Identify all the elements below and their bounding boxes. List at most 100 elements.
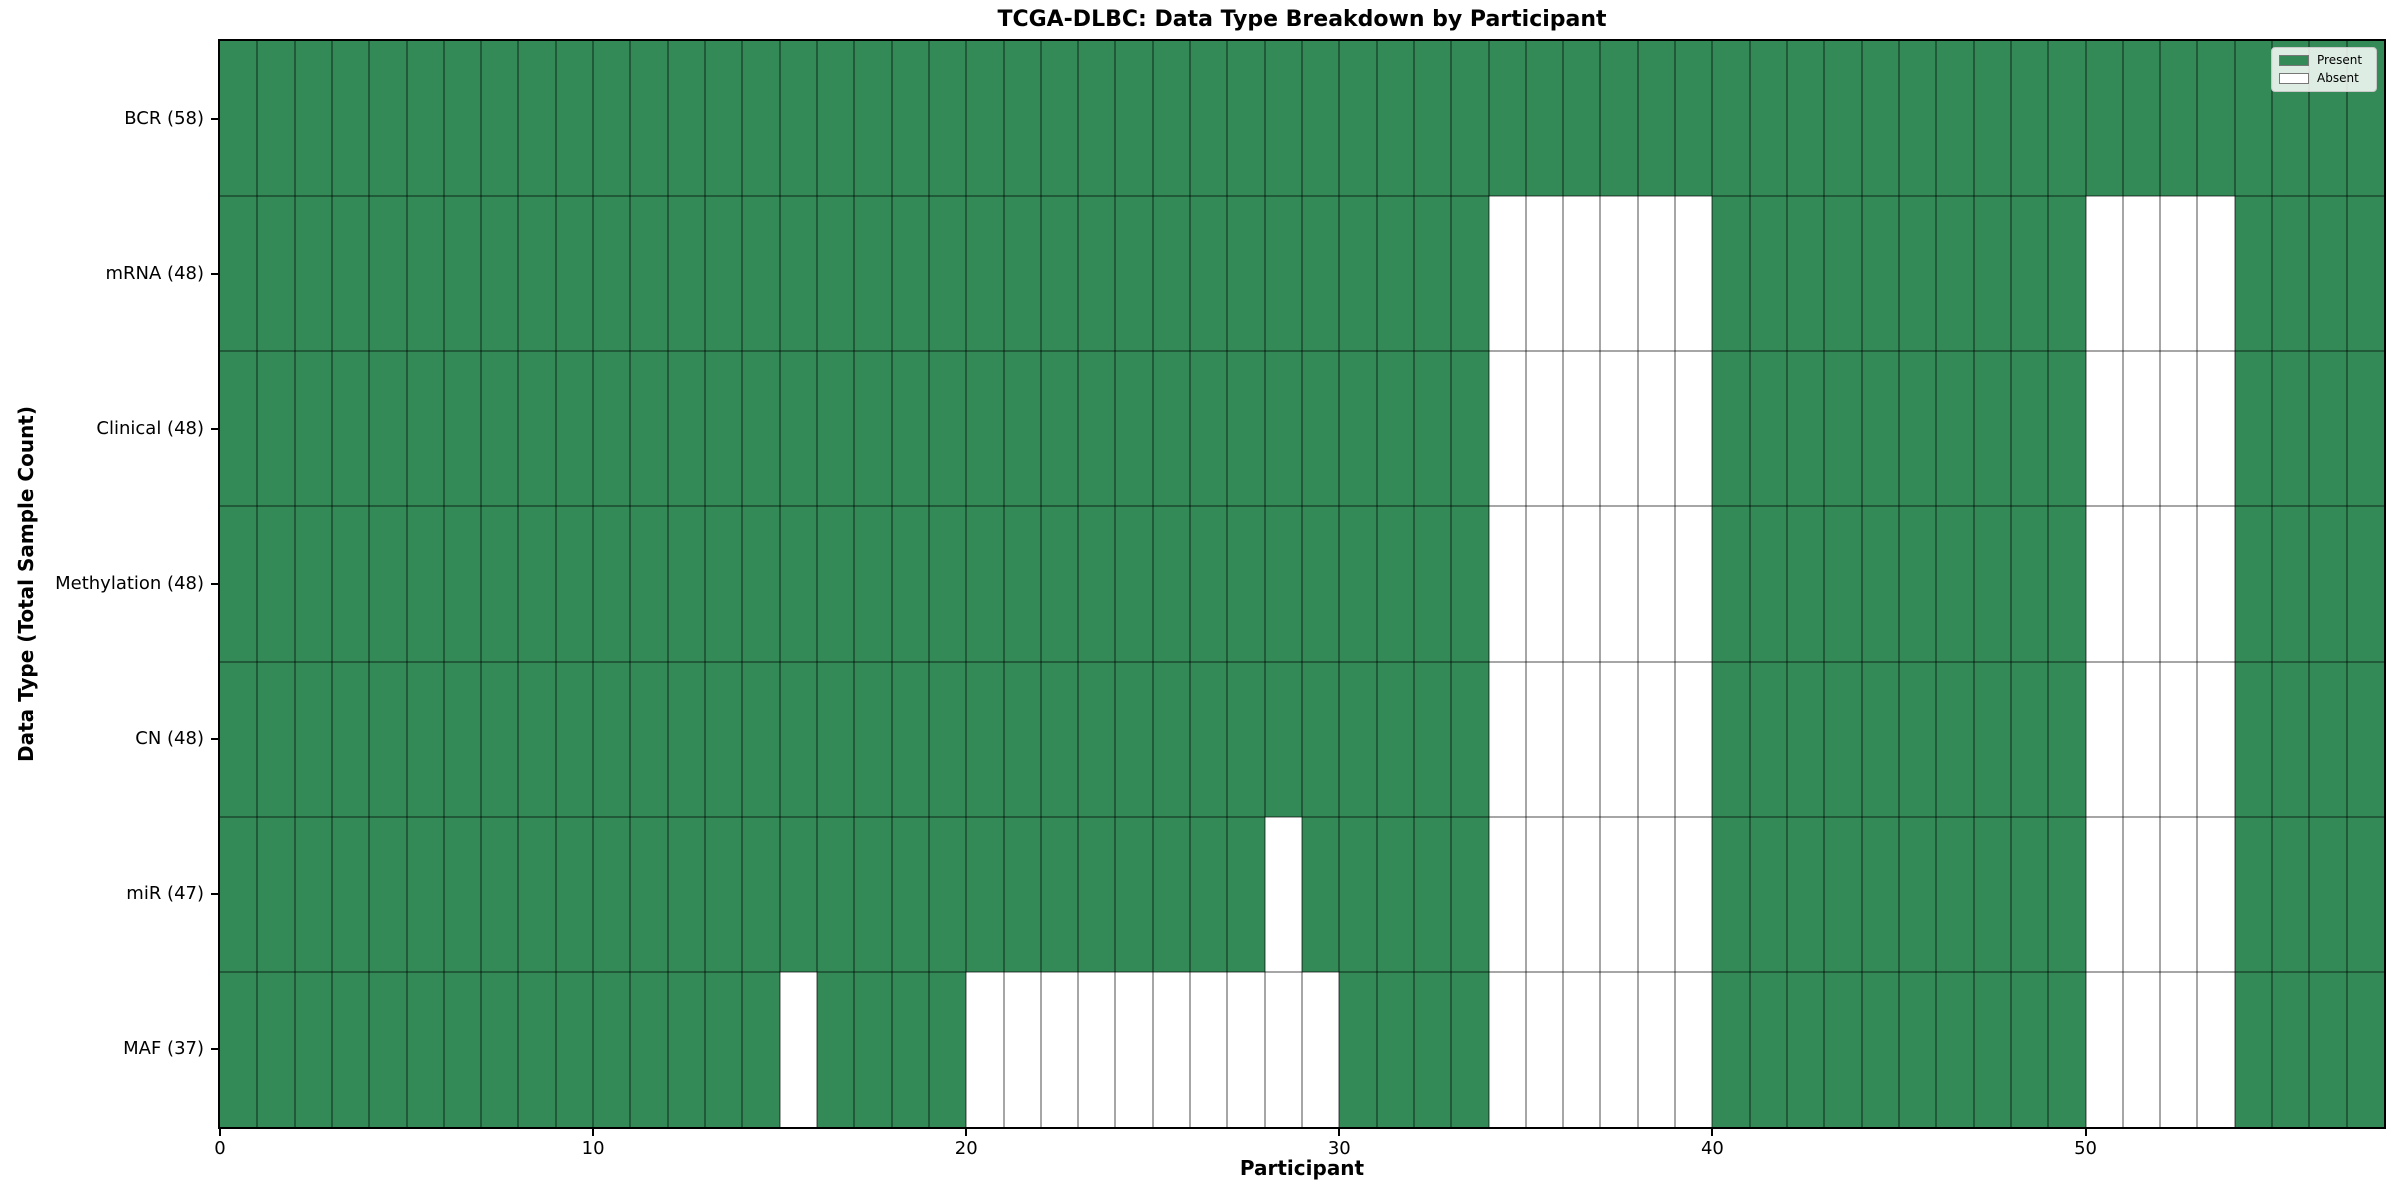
heatmap-cell-absent bbox=[2197, 816, 2235, 972]
y-tick-label: BCR (58) bbox=[124, 107, 204, 129]
grid-line-vertical bbox=[2196, 41, 2199, 1127]
heatmap-cell-absent bbox=[1488, 196, 1526, 352]
heatmap-cell-absent bbox=[1563, 661, 1601, 817]
grid-line-vertical bbox=[629, 41, 632, 1127]
grid-line-vertical bbox=[554, 41, 557, 1127]
heatmap-cell-absent bbox=[1637, 816, 1676, 972]
heatmap-cell-absent bbox=[2122, 196, 2161, 352]
grid-line-vertical bbox=[778, 41, 781, 1127]
x-axis-tick bbox=[2084, 1127, 2087, 1136]
heatmap-cell-absent bbox=[2197, 661, 2235, 817]
grid-line-vertical bbox=[1412, 41, 1415, 1127]
heatmap-cell-absent bbox=[1675, 506, 1713, 662]
absent-swatch-icon bbox=[2279, 73, 2309, 84]
heatmap-cell-absent bbox=[2160, 351, 2198, 507]
heatmap-cell-absent bbox=[1190, 971, 1228, 1127]
heatmap-cell-absent bbox=[1488, 816, 1526, 972]
y-axis-tick bbox=[211, 893, 220, 896]
heatmap-cell-absent bbox=[1525, 351, 1564, 507]
grid-line-vertical bbox=[1823, 41, 1826, 1127]
heatmap-cell-absent bbox=[2085, 971, 2123, 1127]
grid-line-vertical bbox=[330, 41, 333, 1127]
grid-line-vertical bbox=[815, 41, 818, 1127]
y-axis-tick bbox=[211, 272, 220, 275]
heatmap-cell-absent bbox=[1488, 971, 1526, 1127]
heatmap-cell-absent bbox=[1600, 661, 1638, 817]
grid-line-vertical bbox=[1524, 41, 1527, 1127]
grid-line-vertical bbox=[1972, 41, 1975, 1127]
x-axis-tick bbox=[219, 1127, 221, 1136]
grid-line-vertical bbox=[1636, 41, 1639, 1127]
heatmap-cell-absent bbox=[2197, 506, 2235, 662]
heatmap-cell-absent bbox=[1563, 196, 1601, 352]
y-tick-label: Methylation (48) bbox=[55, 573, 204, 594]
x-tick-label: 10 bbox=[581, 1138, 605, 1159]
grid-line-vertical bbox=[1189, 41, 1192, 1127]
heatmap-cell-absent bbox=[1040, 971, 1079, 1127]
grid-line-vertical bbox=[2084, 41, 2087, 1127]
heatmap-cell-absent bbox=[1563, 351, 1601, 507]
chart-title: TCGA-DLBC: Data Type Breakdown by Partic… bbox=[997, 7, 1607, 32]
x-axis-tick bbox=[592, 1127, 595, 1136]
grid-line-vertical bbox=[2345, 41, 2348, 1127]
grid-line-vertical bbox=[2308, 41, 2311, 1127]
grid-line-vertical bbox=[1301, 41, 1303, 1127]
grid-line-vertical bbox=[1375, 41, 1378, 1127]
heatmap-cell-absent bbox=[2197, 196, 2235, 352]
grid-line-horizontal bbox=[220, 970, 2384, 973]
heatmap-cell-absent bbox=[2085, 506, 2123, 662]
grid-line-vertical bbox=[442, 41, 445, 1127]
grid-line-vertical bbox=[1263, 41, 1266, 1127]
heatmap-cell-absent bbox=[2122, 971, 2161, 1127]
grid-line-vertical bbox=[1002, 41, 1005, 1127]
heatmap-cell-absent bbox=[1525, 661, 1564, 817]
heatmap-cell-absent bbox=[2160, 971, 2198, 1127]
heatmap-cell-absent bbox=[2085, 816, 2123, 972]
heatmap-cell-absent bbox=[1637, 661, 1676, 817]
grid-line-vertical bbox=[2121, 41, 2124, 1127]
grid-line-horizontal bbox=[220, 660, 2384, 663]
heatmap-cell-absent bbox=[1078, 971, 1116, 1127]
grid-line-horizontal bbox=[220, 505, 2384, 508]
heatmap-cell-absent bbox=[1600, 351, 1638, 507]
grid-line-vertical bbox=[2233, 41, 2236, 1127]
legend: Present Absent bbox=[2271, 47, 2377, 92]
x-tick-label: 50 bbox=[2074, 1138, 2097, 1159]
heatmap-cell-absent bbox=[2122, 506, 2161, 662]
x-axis-tick bbox=[1711, 1127, 1714, 1136]
grid-line-vertical bbox=[1487, 41, 1490, 1127]
heatmap-cell-absent bbox=[1488, 351, 1526, 507]
heatmap-cell-absent bbox=[1675, 661, 1713, 817]
grid-line-vertical bbox=[666, 41, 669, 1127]
heatmap-cell-absent bbox=[1600, 506, 1638, 662]
grid-line-vertical bbox=[1786, 41, 1789, 1127]
grid-line-vertical bbox=[1748, 41, 1751, 1127]
x-axis-tick bbox=[965, 1127, 968, 1136]
heatmap-cell-absent bbox=[2160, 196, 2198, 352]
x-tick-label: 20 bbox=[954, 1138, 978, 1159]
y-axis-tick bbox=[211, 117, 220, 120]
grid-line-vertical bbox=[1114, 41, 1117, 1127]
heatmap-cell-absent bbox=[2160, 661, 2198, 817]
y-tick-label: mRNA (48) bbox=[105, 262, 205, 284]
grid-line-vertical bbox=[927, 41, 930, 1127]
heatmap-cell-absent bbox=[1563, 816, 1601, 972]
grid-line-vertical bbox=[853, 41, 856, 1127]
heatmap-cell-absent bbox=[1525, 506, 1564, 662]
grid-line-vertical bbox=[1338, 41, 1341, 1127]
x-tick-label: 30 bbox=[1327, 1138, 1351, 1159]
grid-line-vertical bbox=[1599, 41, 1602, 1127]
heatmap-cell-absent bbox=[1152, 971, 1191, 1127]
heatmap-cell-absent bbox=[1675, 196, 1713, 352]
grid-line-vertical bbox=[293, 41, 296, 1127]
heatmap-cell-absent bbox=[2122, 351, 2161, 507]
heatmap-cell-absent bbox=[2122, 816, 2161, 972]
grid-line-vertical bbox=[2009, 41, 2012, 1127]
y-axis-tick bbox=[211, 427, 220, 430]
legend-label-absent: Absent bbox=[2317, 71, 2359, 85]
heatmap-cell-absent bbox=[1675, 816, 1713, 972]
plot-area bbox=[218, 39, 2386, 1129]
heatmap-cell-absent bbox=[1003, 971, 1041, 1127]
heatmap-cell-absent bbox=[1525, 816, 1564, 972]
